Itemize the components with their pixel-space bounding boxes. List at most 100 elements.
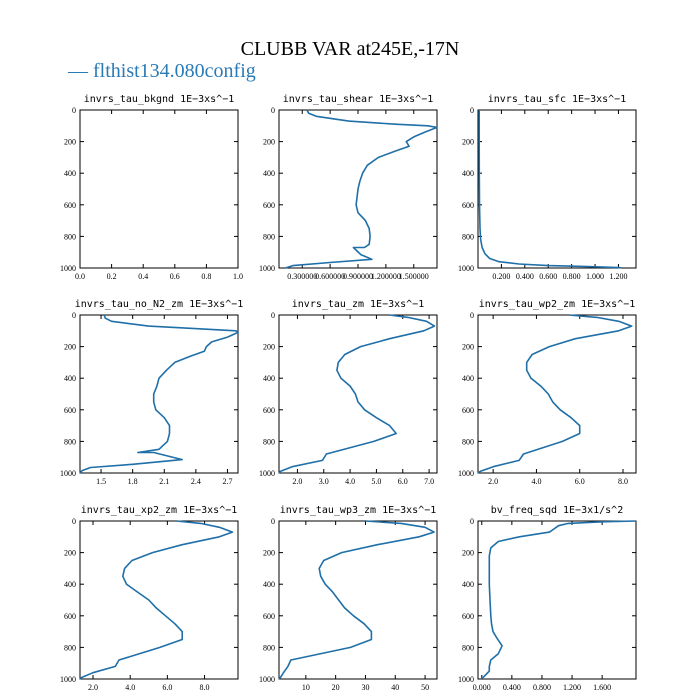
y-tick-label: 600 [462,201,474,210]
y-tick-label: 600 [64,406,76,415]
y-tick-label: 1000 [458,675,474,684]
x-tick-label: 1.500000 [399,272,429,281]
y-tick-label: 200 [64,138,76,147]
y-tick-label: 200 [263,549,275,558]
panel-invrs-tau-shear: invrs_tau_shear 1E−3xs^−1 0 200 400 600 800 10… [259,94,438,281]
y-tick-label: 1000 [458,469,474,478]
x-tick-label: 2.0 [88,683,98,692]
y-tick-label: 0 [271,517,275,526]
y-tick-label: 400 [263,169,275,178]
y-tick-label: 200 [462,138,474,147]
x-tick-label: 40 [391,683,399,692]
y-tick-label: 1000 [259,675,275,684]
y-tick-label: 600 [64,612,76,621]
x-tick-label: 1.200 [609,272,627,281]
y-tick-label: 0 [72,517,76,526]
y-tick-label: 600 [263,612,275,621]
y-tick-label: 400 [64,169,76,178]
y-tick-label: 400 [462,374,474,383]
y-tick-label: 200 [462,343,474,352]
x-tick-label: 1.5 [96,477,106,486]
plot-frame [477,109,637,269]
panel-title: invrs_tau_shear 1E−3xs^−1 [283,94,434,105]
y-tick-label: 800 [64,437,76,446]
y-tick-label: 0 [72,311,76,320]
x-tick-label: 0.4 [138,272,148,281]
y-tick-label: 400 [462,580,474,589]
panel-invrs-tau-zm: invrs_tau_zm 1E−3xs^−1 0 200 400 600 800 1000 2… [259,299,438,486]
y-tick-label: 600 [64,201,76,210]
x-tick-label: 2.1 [159,477,169,486]
series-line [79,520,234,680]
y-tick-label: 1000 [60,264,76,273]
x-tick-label: 0.000 [473,683,491,692]
plot-frame [477,314,637,474]
x-tick-label: 8.0 [200,683,210,692]
x-tick-label: 6.0 [575,477,585,486]
x-tick-label: 2.0 [292,477,302,486]
y-tick-label: 400 [64,580,76,589]
y-tick-label: 0 [470,517,474,526]
x-tick-label: 2.7 [222,477,232,486]
panel-title: invrs_tau_wp3_zm 1E−3xs^−1 [280,505,437,516]
y-tick-label: 1000 [60,469,76,478]
x-tick-label: 1.0 [233,272,243,281]
x-tick-label: 4.0 [125,683,135,692]
x-tick-label: 8.0 [618,477,628,486]
x-tick-label: 1.8 [128,477,138,486]
panel-title: invrs_tau_no_N2_zm 1E−3xs^−1 [75,299,244,310]
x-tick-label: 0.0 [75,272,85,281]
x-tick-label: 0.200 [492,272,510,281]
x-tick-label: 0.400 [503,683,521,692]
x-tick-label: 7.0 [424,477,434,486]
panel-invrs-tau-wp3-zm: invrs_tau_wp3_zm 1E−3xs^−1 0 200 400 600 800 1… [259,505,438,692]
y-tick-label: 200 [64,343,76,352]
y-tick-label: 800 [462,232,474,241]
y-tick-label: 600 [462,406,474,415]
x-tick-label: 1.000 [586,272,604,281]
panel-title: invrs_tau_zm 1E−3xs^−1 [292,299,424,310]
y-tick-label: 0 [470,106,474,115]
y-tick-label: 600 [263,201,275,210]
series-line [79,314,239,474]
plot-frame [278,520,438,680]
y-tick-label: 800 [64,643,76,652]
y-tick-label: 600 [462,612,474,621]
panel-grid: invrs_tau_bkgnd 1E−3xs^−1020040060080010… [60,94,637,692]
x-tick-label: 0.8 [201,272,211,281]
x-tick-label: 2.4 [191,477,201,486]
panel-invrs-tau-xp2-zm: invrs_tau_xp2_zm 1E−3xs^−1 0 200 400 600 800 1… [60,505,239,692]
x-tick-label: 0.600 [539,272,557,281]
y-tick-label: 800 [462,643,474,652]
panel-title: invrs_tau_bkgnd 1E−3xs^−1 [84,94,235,105]
x-tick-label: 0.6 [170,272,180,281]
y-tick-label: 0 [470,311,474,320]
y-tick-label: 0 [271,106,275,115]
x-tick-label: 1.200000 [371,272,401,281]
panel-invrs-tau-bkgnd: invrs_tau_bkgnd 1E−3xs^−1 0 200 400 600 800 10… [60,94,243,281]
y-tick-label: 400 [263,580,275,589]
panel-invrs-tau-no-N2-zm: invrs_tau_no_N2_zm 1E−3xs^−10 200 400 600 80… [60,299,243,486]
y-tick-label: 800 [263,643,275,652]
y-tick-label: 0 [271,311,275,320]
plot-frame [79,520,239,680]
x-tick-label: 0.300000 [287,272,317,281]
x-tick-label: 0.800 [563,272,581,281]
y-tick-label: 1000 [259,264,275,273]
x-tick-label: 1.600 [593,683,611,692]
x-tick-label: 0.400 [516,272,534,281]
x-tick-label: 1.200 [563,683,581,692]
x-tick-label: 2.0 [488,477,498,486]
panel-bv-freq-sqd: bv_freq_sqd 1E−3x1/s^2020040060080010000… [458,505,637,692]
plot-frame [477,520,637,680]
series-line [278,314,436,474]
y-tick-label: 1000 [259,469,275,478]
panel-invrs-tau-sfc: invrs_tau_sfc 1E−3xs^−1 0 200 400 600 800 1000… [458,94,637,281]
x-tick-label: 20 [332,683,340,692]
y-tick-label: 200 [263,138,275,147]
y-tick-label: 1000 [60,675,76,684]
x-tick-label: 6.0 [162,683,172,692]
y-tick-label: 200 [263,343,275,352]
series-line [477,314,633,474]
